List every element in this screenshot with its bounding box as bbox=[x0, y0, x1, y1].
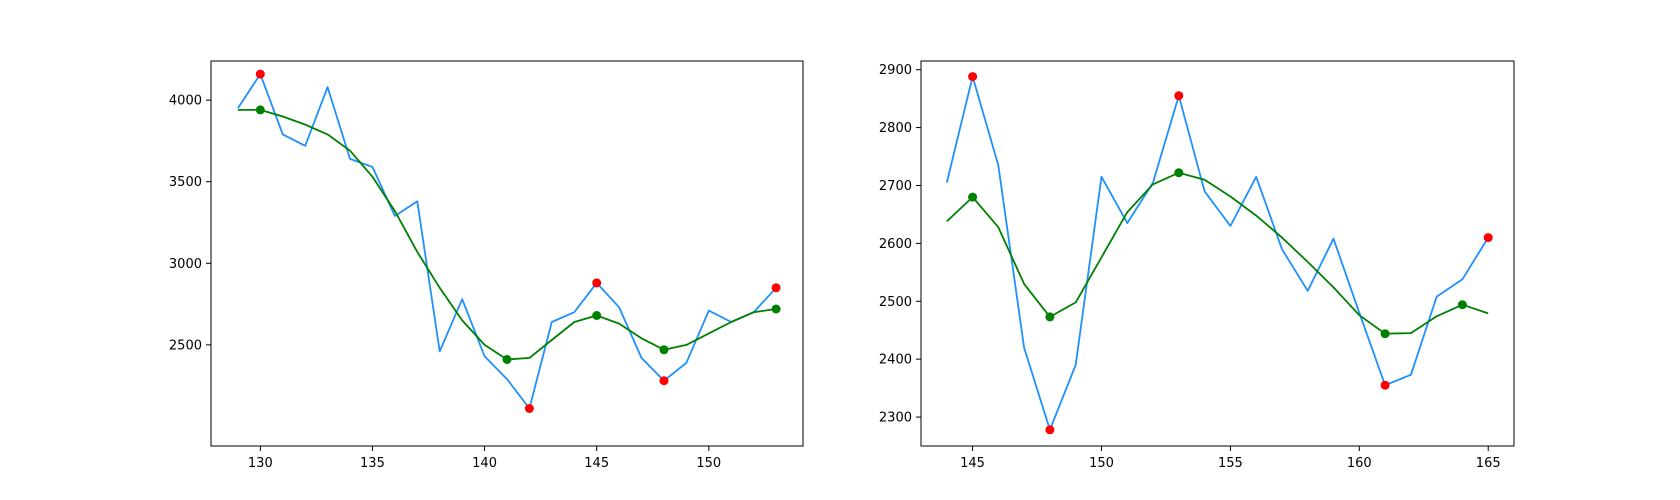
x-tick-label: 145 bbox=[960, 456, 985, 471]
smoothed-marker bbox=[1174, 168, 1184, 178]
smoothed-marker bbox=[771, 304, 781, 314]
y-tick-label: 2400 bbox=[879, 353, 912, 368]
peak-marker bbox=[1380, 380, 1390, 390]
right-chart-panel: 145 150 155 160 165 2300 2400 2500 2600 2700 2800 2… bbox=[879, 60, 1515, 471]
y-tick-label: 2600 bbox=[879, 237, 912, 252]
smoothed-marker bbox=[1457, 300, 1467, 310]
peak-marker bbox=[1174, 91, 1184, 101]
x-tick-label: 165 bbox=[1476, 456, 1501, 471]
y-tick-label: 2700 bbox=[879, 179, 912, 194]
y-tick-label: 2500 bbox=[879, 295, 912, 310]
y-tick-label: 2900 bbox=[879, 63, 912, 78]
peak-marker bbox=[968, 72, 978, 82]
x-tick-label: 150 bbox=[696, 456, 721, 471]
peak-marker bbox=[592, 278, 602, 288]
peak-marker bbox=[1045, 425, 1055, 435]
smoothed-marker bbox=[592, 311, 602, 320]
axes-frame bbox=[210, 60, 804, 447]
y-tick-label: 4000 bbox=[169, 94, 202, 109]
y-tick-label: 2300 bbox=[879, 411, 912, 426]
smoothed-marker bbox=[968, 192, 978, 202]
y-tick-label: 2500 bbox=[169, 338, 202, 353]
smoothed-marker bbox=[1045, 312, 1055, 322]
series-line-raw bbox=[945, 75, 1489, 431]
left-chart-panel: 130 135 140 145 150 2500 3000 3500 4000 bbox=[169, 60, 804, 471]
series-line-smoothed bbox=[237, 109, 777, 361]
peak-marker bbox=[1483, 233, 1493, 243]
peak-marker bbox=[771, 283, 781, 293]
smoothed-marker bbox=[255, 105, 265, 115]
smoothed-marker bbox=[1380, 329, 1390, 339]
x-tick-label: 135 bbox=[360, 456, 385, 471]
smoothed-marker bbox=[502, 355, 512, 364]
x-tick-label: 145 bbox=[584, 456, 609, 471]
peak-marker bbox=[524, 404, 534, 413]
axes-frame bbox=[920, 60, 1515, 447]
peak-marker bbox=[255, 69, 265, 79]
x-tick-label: 130 bbox=[248, 456, 273, 471]
smoothed-marker bbox=[659, 345, 669, 355]
y-tick-label: 3000 bbox=[169, 257, 202, 272]
x-tick-label: 150 bbox=[1089, 456, 1114, 471]
series-line-smoothed bbox=[946, 171, 1489, 335]
x-tick-label: 155 bbox=[1218, 456, 1243, 471]
peak-marker bbox=[659, 376, 669, 386]
x-tick-label: 140 bbox=[472, 456, 497, 471]
y-tick-label: 3500 bbox=[169, 175, 202, 190]
y-tick-label: 2800 bbox=[879, 121, 912, 136]
x-tick-label: 160 bbox=[1347, 456, 1372, 471]
series-line-raw bbox=[237, 73, 777, 410]
